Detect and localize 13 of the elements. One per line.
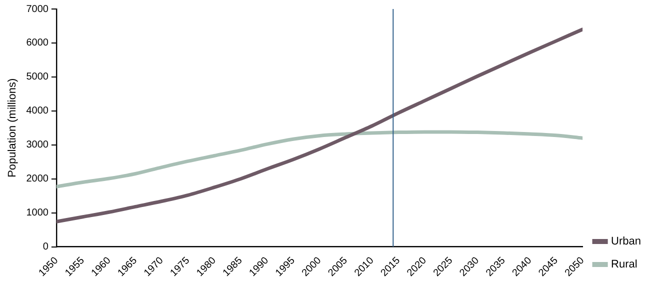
- y-tick-label: 0: [42, 242, 49, 253]
- y-axis-title: Population (millions): [6, 78, 19, 178]
- y-tick-label: 5000: [26, 72, 49, 83]
- legend-label: Rural: [611, 258, 638, 271]
- line-series: [56, 130, 583, 188]
- y-tick-label: 2000: [26, 174, 49, 185]
- y-tick-label: 7000: [26, 4, 49, 15]
- line-series: [56, 28, 583, 224]
- y-tick-label: 1000: [26, 208, 49, 219]
- y-tick-label: 3000: [26, 140, 49, 151]
- legend-label: Urban: [611, 236, 642, 248]
- y-tick-label: 4000: [26, 106, 49, 117]
- y-tick-label: 6000: [26, 38, 49, 49]
